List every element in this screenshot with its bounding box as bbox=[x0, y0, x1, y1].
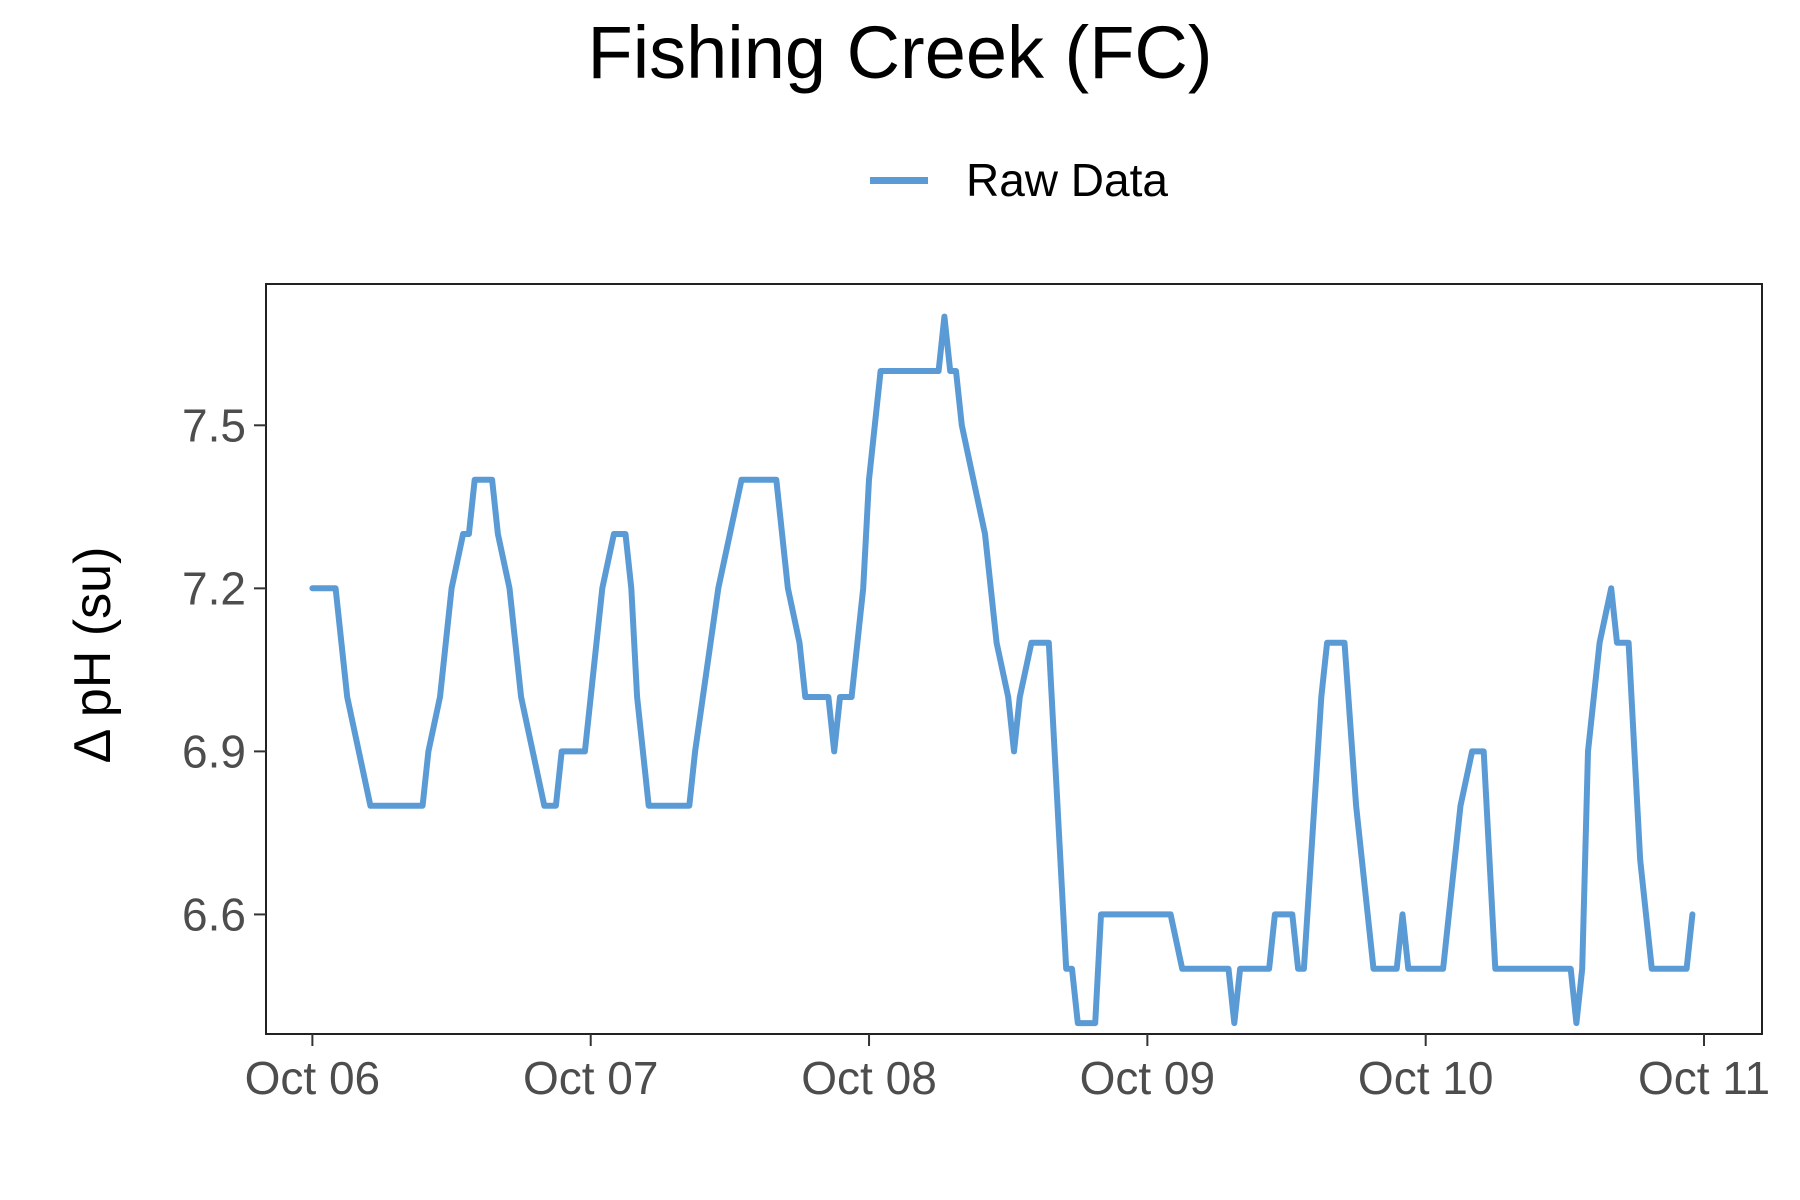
y-axis-title: Δ pH (su) bbox=[64, 547, 122, 764]
x-tick-label: Oct 09 bbox=[1080, 1052, 1216, 1104]
plot-panel bbox=[265, 283, 1763, 1035]
x-tick-label: Oct 08 bbox=[801, 1052, 937, 1104]
legend: Raw Data bbox=[870, 152, 1168, 208]
x-tick-label: Oct 06 bbox=[245, 1052, 381, 1104]
legend-label: Raw Data bbox=[966, 154, 1168, 206]
x-tick-label: Oct 11 bbox=[1638, 1052, 1770, 1104]
x-tick-label: Oct 07 bbox=[523, 1052, 659, 1104]
y-tick-label: 7.5 bbox=[182, 399, 246, 451]
legend-swatch bbox=[870, 176, 928, 184]
x-tick-label: Oct 10 bbox=[1358, 1052, 1494, 1104]
y-tick-label: 6.9 bbox=[182, 725, 246, 777]
series-line-raw-data bbox=[309, 313, 1696, 1027]
y-tick-label: 7.2 bbox=[182, 562, 246, 614]
chart-title: Fishing Creek (FC) bbox=[587, 11, 1213, 94]
x-axis: Oct 06 Oct 07 Oct 08 Oct 09 Oct 10 Oct 11 bbox=[245, 1034, 1770, 1104]
y-axis: 6.6 6.9 7.2 7.5 bbox=[182, 399, 266, 940]
y-tick-label: 6.6 bbox=[182, 888, 246, 940]
